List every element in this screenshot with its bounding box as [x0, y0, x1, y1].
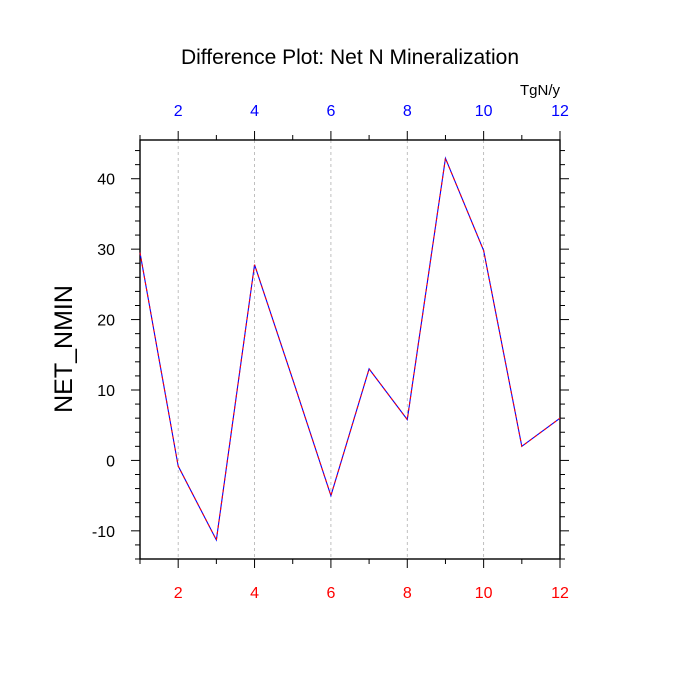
x-tick-label-top: 8 — [403, 103, 412, 120]
x-tick-label-bottom: 4 — [250, 585, 259, 602]
x-tick-label-bottom: 10 — [475, 585, 493, 602]
x-tick-label-bottom: 12 — [551, 585, 569, 602]
x-tick-label-top: 4 — [250, 103, 259, 120]
y-axis-label: NET_NMIN — [50, 285, 78, 413]
y-tick-label: 10 — [97, 383, 115, 400]
y-tick-label: -10 — [92, 524, 115, 541]
y-tick-label: 40 — [97, 172, 115, 189]
units-label: TgN/y — [520, 82, 561, 99]
x-tick-label-bottom: 8 — [403, 585, 412, 602]
y-tick-label: 0 — [106, 453, 115, 470]
y-tick-label: 30 — [97, 242, 115, 259]
x-tick-label-top: 6 — [326, 103, 335, 120]
x-tick-label-top: 12 — [551, 103, 569, 120]
axes-layer — [131, 131, 569, 568]
x-tick-label-bottom: 6 — [326, 585, 335, 602]
x-tick-label-top: 2 — [174, 103, 183, 120]
series-line-0 — [139, 156, 561, 542]
y-tick-label: 20 — [97, 313, 115, 330]
tick-labels-layer: 2 2 4 4 6 6 8 8 10 10 12 12 -10 0 10 20 30 40 — [92, 103, 569, 602]
series-layer — [139, 156, 561, 542]
plot-frame — [139, 139, 561, 560]
series-line-dash-0 — [139, 156, 561, 542]
x-tick-label-top: 10 — [475, 103, 493, 120]
chart-title: Difference Plot: Net N Mineralization — [181, 46, 519, 69]
x-tick-label-bottom: 2 — [174, 585, 183, 602]
